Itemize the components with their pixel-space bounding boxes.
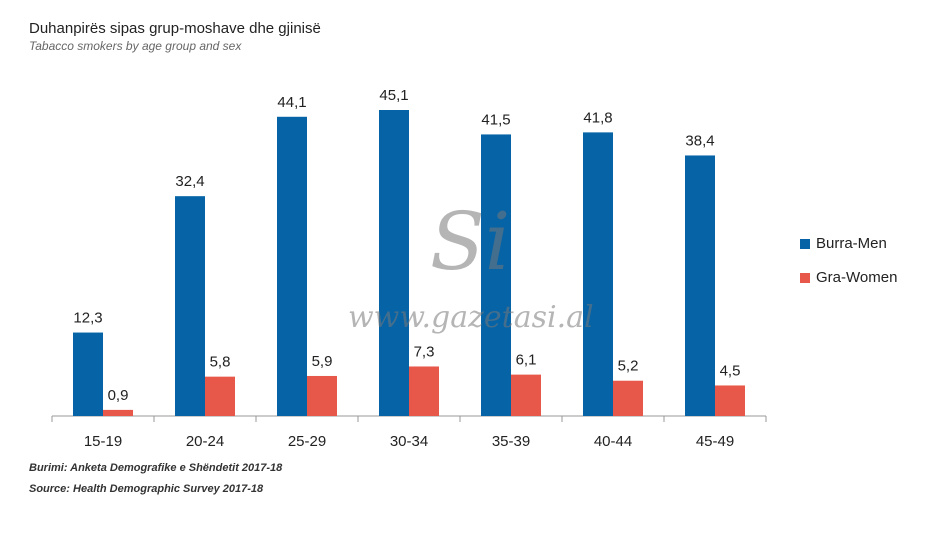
legend-item-women: Gra-Women: [800, 269, 897, 286]
bar-men: [73, 332, 103, 416]
bar-women: [103, 409, 133, 416]
legend-item-men: Burra-Men: [800, 235, 887, 252]
x-tick-label: 45-49: [696, 433, 734, 450]
x-tick-label: 15-19: [84, 433, 122, 450]
bar-women: [409, 366, 439, 416]
legend-swatch-men: [800, 238, 810, 249]
bar-women: [205, 376, 235, 416]
legend-swatch-women: [800, 272, 810, 283]
data-label-men: 41,5: [481, 111, 510, 128]
data-label-men: 41,8: [583, 109, 612, 126]
bar-women: [511, 374, 541, 416]
bar-men: [481, 134, 511, 416]
bar-women: [613, 380, 643, 416]
data-label-men: 38,4: [685, 132, 714, 149]
bar-men: [379, 110, 409, 416]
data-label-women: 0,9: [108, 387, 129, 404]
data-label-men: 32,4: [175, 173, 204, 190]
chart-title: Duhanpirës sipas grup-moshave dhe gjinis…: [29, 20, 321, 37]
x-tick-label: 40-44: [594, 433, 632, 450]
bar-men: [175, 196, 205, 416]
bar-men: [277, 116, 307, 417]
data-label-women: 5,9: [312, 353, 333, 370]
bar-men: [583, 132, 613, 416]
x-tick-label: 30-34: [390, 433, 428, 450]
legend-label-men: Burra-Men: [816, 235, 887, 252]
source-english: Source: Health Demographic Survey 2017-1…: [29, 483, 264, 495]
data-label-men: 12,3: [73, 310, 102, 327]
watermark-url: www.gazetasi.al: [348, 300, 594, 335]
watermark-logo: Si: [430, 195, 511, 288]
bar-women: [715, 385, 745, 416]
data-label-men: 44,1: [277, 94, 306, 111]
data-label-women: 6,1: [516, 352, 537, 369]
bar-men: [685, 155, 715, 416]
data-label-men: 45,1: [379, 87, 408, 104]
data-label-women: 7,3: [414, 343, 435, 360]
data-label-women: 4,5: [720, 362, 741, 379]
bar-women: [307, 375, 337, 416]
x-tick-label: 20-24: [186, 433, 224, 450]
source-albanian: Burimi: Anketa Demografike e Shëndetit 2…: [29, 462, 283, 474]
x-tick-label: 25-29: [288, 433, 326, 450]
data-label-women: 5,8: [210, 354, 231, 371]
x-tick-label: 35-39: [492, 433, 530, 450]
legend-label-women: Gra-Women: [816, 269, 898, 286]
chart-subtitle: Tabacco smokers by age group and sex: [29, 39, 242, 53]
data-label-women: 5,2: [618, 358, 639, 375]
